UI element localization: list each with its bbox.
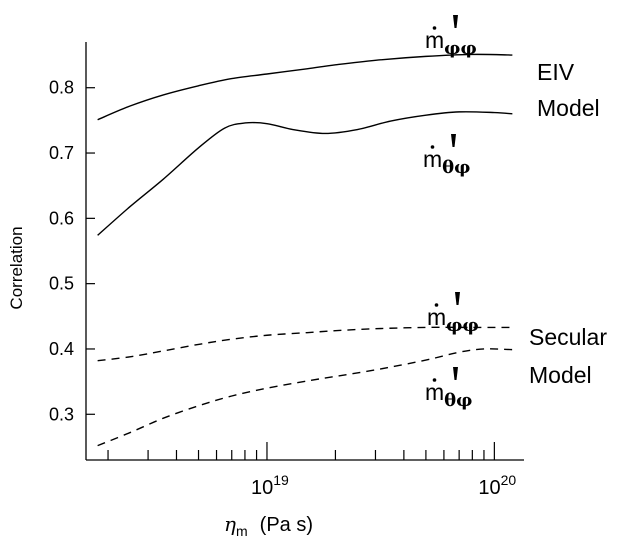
y-axis-label: Correlation: [7, 226, 26, 309]
derivative-dot-mark: [432, 26, 437, 30]
prime-mark: [453, 367, 458, 380]
y-tick-label: 0.6: [49, 208, 74, 228]
series-label-base: m: [425, 27, 444, 53]
secular-thetaphi-line: [97, 348, 513, 447]
series-label-base: m: [427, 304, 446, 330]
series-label-text: mφφ: [425, 27, 477, 59]
series-label: mφφ: [425, 15, 477, 59]
secular-model-label-line1: Secular: [529, 324, 607, 350]
series-layer: [97, 53, 513, 447]
prime-mark: [455, 292, 460, 305]
secular-model-label: Secular Model: [529, 324, 607, 388]
y-tick-label: 0.4: [49, 339, 74, 359]
series-label-subscript: θφ: [444, 390, 472, 411]
series-label-subscript: φφ: [444, 38, 477, 59]
series-label-base: m: [423, 146, 442, 172]
derivative-dot-mark: [434, 303, 439, 307]
axes: [85, 42, 524, 461]
y-tick-label: 0.3: [49, 404, 74, 424]
x-tick-label-exponent: 19: [273, 472, 289, 488]
y-tick-label: 0.8: [49, 78, 74, 98]
x-tick-label-base: 10: [478, 477, 500, 499]
y-ticks: 0.3 0.4 0.5 0.6 0.7 0.8: [49, 78, 95, 424]
series-label: mθφ: [423, 134, 470, 178]
eiv-model-label: EIV Model: [537, 59, 600, 121]
eiv-thetaphi-line: [97, 111, 513, 236]
x-tick-label: 1020: [478, 472, 516, 499]
x-axis-label-subscript: m: [236, 523, 248, 539]
series-label: mθφ: [425, 367, 472, 411]
eiv-model-label-line1: EIV: [537, 59, 575, 85]
derivative-dot-mark: [430, 145, 435, 149]
x-tick-label-exponent: 20: [501, 472, 517, 488]
series-label-text: mθφ: [425, 379, 472, 411]
x-tick-label-base: 10: [251, 477, 273, 499]
y-tick-label: 0.7: [49, 143, 74, 163]
x-ticks: 1019 1020: [107, 442, 516, 499]
x-axis-label: ηm (Pa s): [224, 512, 313, 539]
secular-phiphi-line: [97, 326, 513, 362]
series-label-subscript: φφ: [446, 315, 479, 336]
eiv-model-label-line2: Model: [537, 95, 600, 121]
secular-model-label-line2: Model: [529, 362, 592, 388]
series-label-subscript: θφ: [442, 157, 470, 178]
prime-mark: [451, 134, 456, 147]
series-label-text: mθφ: [423, 146, 470, 178]
x-axis-label-symbol: η: [224, 512, 236, 536]
series-label-base: m: [425, 379, 444, 405]
x-tick-label: 1019: [251, 472, 289, 499]
x-axis-label-unit: (Pa s): [260, 514, 313, 536]
derivative-dot-mark: [432, 378, 437, 382]
series-label-text: mφφ: [427, 304, 479, 336]
eiv-phiphi-line: [97, 53, 513, 121]
series-label: mφφ: [427, 292, 479, 336]
y-tick-label: 0.5: [49, 274, 74, 294]
prime-mark: [453, 15, 458, 28]
